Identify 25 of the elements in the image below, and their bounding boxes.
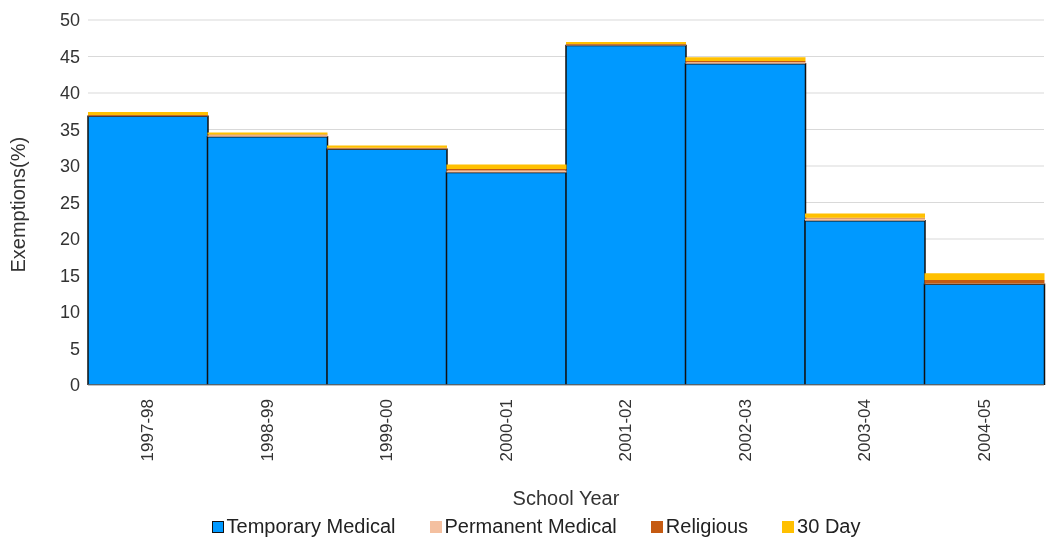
x-tick-label: 2000-01 <box>496 399 516 462</box>
legend-label: Religious <box>665 515 749 538</box>
y-axis-title: Exemptions(%) <box>7 136 30 273</box>
x-tick-label: 1997-98 <box>138 399 158 462</box>
y-tick-label: 40 <box>59 83 80 104</box>
y-tick-label: 25 <box>59 192 80 213</box>
y-tick-label: 20 <box>59 229 80 250</box>
y-tick-label: 15 <box>59 265 80 286</box>
x-tick-label: 2001-02 <box>616 399 636 462</box>
y-tick-label: 30 <box>59 156 80 177</box>
y-tick-label: 5 <box>69 338 80 359</box>
x-tick-label: 2003-04 <box>855 399 875 462</box>
x-tick-label: 2002-03 <box>735 399 755 462</box>
y-tick-label: 50 <box>59 10 80 31</box>
x-tick-label: 2004-05 <box>974 399 994 462</box>
x-tick-label: 1999-00 <box>377 399 397 462</box>
y-tick-label: 0 <box>69 375 80 396</box>
y-tick-label: 10 <box>59 302 80 323</box>
legend-label: Temporary Medical <box>226 515 396 538</box>
x-axis-title: School Year <box>512 487 620 509</box>
y-tick-label: 45 <box>59 46 80 67</box>
x-tick-label: 1998-99 <box>257 399 277 462</box>
y-tick-label: 35 <box>59 119 80 140</box>
legend-label: 30 Day <box>797 515 861 538</box>
legend-label: Permanent Medical <box>444 515 617 538</box>
